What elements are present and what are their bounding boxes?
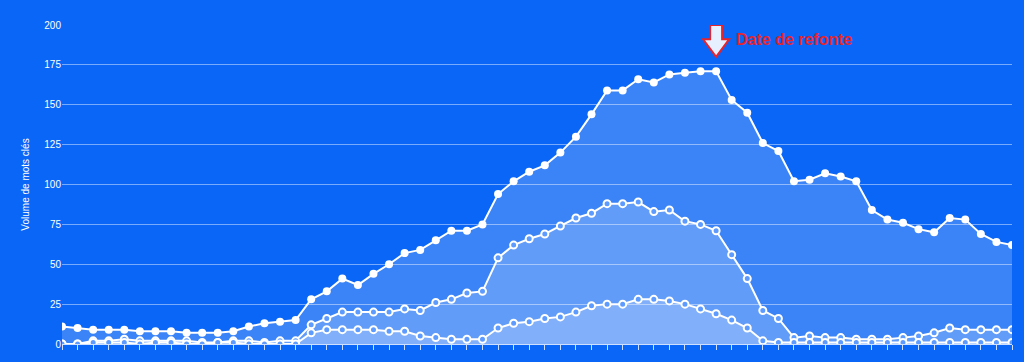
svg-text:25: 25: [50, 299, 62, 310]
svg-text:Date de refonte: Date de refonte: [736, 31, 853, 48]
svg-text:Volume de mots clés: Volume de mots clés: [20, 138, 31, 230]
svg-text:125: 125: [44, 139, 61, 150]
svg-text:75: 75: [50, 219, 62, 230]
svg-text:150: 150: [44, 99, 61, 110]
svg-text:175: 175: [44, 59, 61, 70]
svg-text:100: 100: [44, 179, 61, 190]
svg-text:200: 200: [44, 20, 61, 31]
svg-text:50: 50: [50, 259, 62, 270]
svg-text:0: 0: [55, 339, 61, 350]
